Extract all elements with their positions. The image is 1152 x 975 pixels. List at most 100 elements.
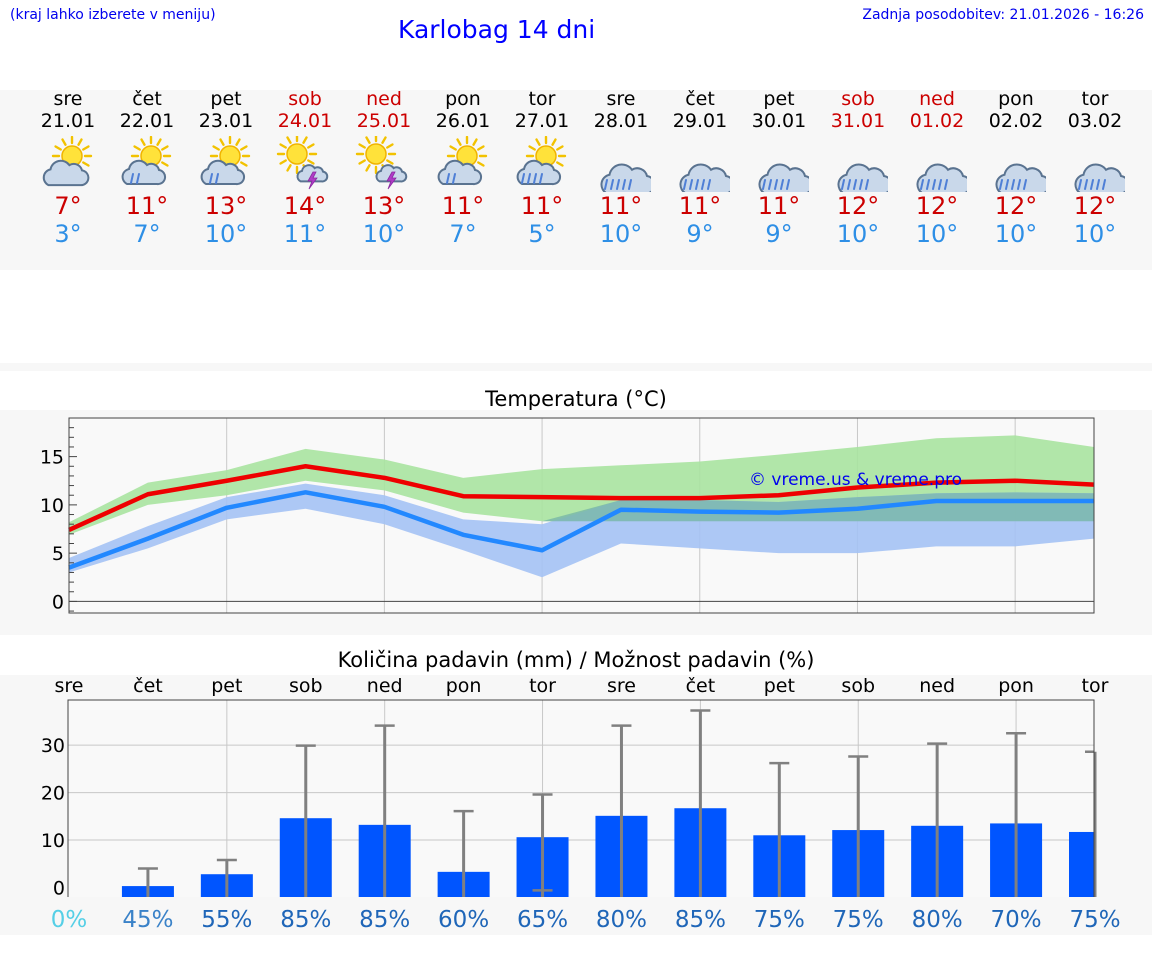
precip-day-label: sre (55, 675, 84, 697)
precip-probability: 0% (51, 907, 88, 933)
y-tick-label: 10 (41, 830, 65, 852)
precip-probability: 80% (596, 907, 647, 933)
day-date: 21.01 (40, 110, 96, 132)
day-column: pet 30.01 11° 9° (739, 88, 819, 248)
separator (0, 363, 1152, 371)
precip-probability: 75% (754, 907, 805, 933)
day-column: pon 26.01 11° 7° (423, 88, 503, 248)
day-date: 31.01 (830, 110, 886, 132)
temperature-chart: 0 5 10 15 © vreme.us & vreme.pro (40, 417, 1095, 614)
day-column: sre 28.01 11° 10° (581, 88, 661, 248)
day-date: 25.01 (356, 110, 412, 132)
plot-frame (67, 699, 1095, 897)
precip-probability: 75% (833, 907, 884, 933)
y-tick-label: 15 (40, 447, 64, 469)
cloud-rain-icon (600, 163, 651, 192)
day-name: čet (685, 88, 715, 110)
location-menu-hint: (kraj lahko izberete v meniju) (10, 7, 216, 23)
temperature-max: 11° (520, 192, 564, 220)
temperature-min: 3° (54, 220, 82, 248)
temperature-min: 10° (994, 220, 1038, 248)
precip-probability: 70% (991, 907, 1042, 933)
precip-day-label: pet (764, 675, 795, 697)
sun-thunderstorm-icon (276, 136, 329, 190)
precip-day-label: čet (686, 675, 716, 697)
precip-probability: 80% (912, 907, 963, 933)
precip-day-label: ned (919, 675, 955, 697)
precip-day-label: ned (367, 675, 403, 697)
temperature-min: 10° (1073, 220, 1117, 248)
day-date: 01.02 (909, 110, 965, 132)
precip-probability: 75% (1069, 907, 1120, 933)
cloud-rain-icon (837, 163, 888, 192)
temperature-min: 10° (915, 220, 959, 248)
day-column: čet 29.01 11° 9° (660, 88, 740, 248)
temperature-min: 11° (283, 220, 327, 248)
temperature-min: 9° (765, 220, 793, 248)
day-column: tor 27.01 11° 5° (502, 88, 582, 248)
day-date: 22.01 (119, 110, 175, 132)
precip-day-label: sob (289, 675, 323, 697)
temperature-max: 12° (1073, 192, 1117, 220)
day-column: čet 22.01 11° 7° (107, 88, 187, 248)
temperature-min: 5° (528, 220, 556, 248)
day-date: 30.01 (751, 110, 807, 132)
y-tick-label: 5 (52, 543, 64, 565)
day-name: pon (445, 88, 481, 110)
y-tick-label: 10 (40, 495, 64, 517)
day-date: 27.01 (514, 110, 570, 132)
day-column: pet 23.01 13° 10° (186, 88, 266, 248)
day-name: sre (53, 88, 83, 110)
precipitation-chart: sre čet pet sob ned pon tor sre čet pet sob ned pon t… (41, 675, 1121, 933)
day-name: tor (528, 88, 556, 110)
day-column: sre 21.01 7° 3° (28, 88, 108, 248)
temperature-chart-title: Temperatura (°C) (485, 387, 667, 411)
day-name: ned (366, 88, 402, 110)
last-update: Zadnja posodobitev: 21.01.2026 - 16:26 (862, 7, 1144, 23)
precip-day-label: pon (446, 675, 482, 697)
day-date: 29.01 (672, 110, 728, 132)
day-name: sob (841, 88, 875, 110)
precip-probability: 85% (675, 907, 726, 933)
day-name: pon (998, 88, 1034, 110)
precip-day-label: pon (998, 675, 1034, 697)
day-name: sre (606, 88, 636, 110)
temperature-max: 11° (757, 192, 801, 220)
temperature-max: 11° (441, 192, 485, 220)
y-tick-label: 20 (41, 783, 65, 805)
temperature-max: 13° (204, 192, 248, 220)
day-date: 23.01 (198, 110, 254, 132)
partly-cloudy-rain-icon (121, 136, 172, 186)
day-name: pet (763, 88, 795, 110)
y-tick-label: 0 (52, 591, 64, 613)
day-column: ned 25.01 13° 10° (344, 88, 424, 248)
day-name: sob (288, 88, 322, 110)
day-column: sob 24.01 14° 11° (265, 88, 345, 248)
temperature-max: 7° (54, 192, 82, 220)
day-column: sob 31.01 12° 10° (818, 88, 898, 248)
precip-day-label: tor (529, 675, 556, 697)
watermark: © vreme.us & vreme.pro (749, 470, 962, 490)
temperature-max: 13° (362, 192, 406, 220)
precip-probability: 60% (438, 907, 489, 933)
temperature-max: 12° (836, 192, 880, 220)
temperature-min: 10° (204, 220, 248, 248)
precip-probability: 85% (359, 907, 410, 933)
cloud-rain-icon (1074, 163, 1125, 192)
cloud-rain-icon (995, 163, 1046, 192)
day-date: 02.02 (988, 110, 1044, 132)
cloud-rain-icon (758, 163, 809, 192)
min-line (68, 490, 1094, 570)
cloud-rain-icon (916, 163, 967, 192)
precip-probability: 45% (122, 907, 173, 933)
day-date: 24.01 (277, 110, 333, 132)
precip-day-label: čet (133, 675, 163, 697)
sun-thunderstorm-icon (355, 136, 408, 190)
temperature-min: 10° (599, 220, 643, 248)
temperature-min: 7° (133, 220, 161, 248)
partly-cloudy-rain-icon (437, 136, 488, 186)
temperature-max: 14° (283, 192, 327, 220)
temperature-max: 12° (915, 192, 959, 220)
day-date: 03.02 (1067, 110, 1123, 132)
plot-frame (68, 417, 1095, 614)
